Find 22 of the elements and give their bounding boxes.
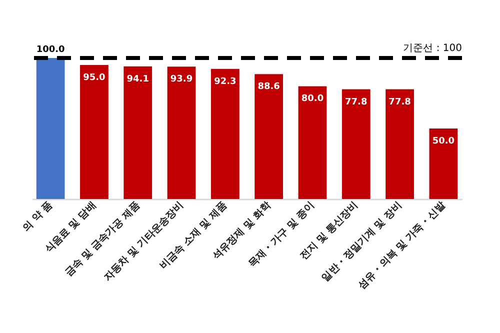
x-tick-label: 의 약 품 (20, 200, 55, 234)
bar (167, 66, 196, 199)
data-label: 80.0 (301, 94, 324, 104)
bar (298, 86, 327, 199)
bar (124, 66, 152, 199)
data-label: 50.0 (432, 136, 455, 146)
bar (386, 89, 414, 199)
data-label: 100.0 (36, 45, 65, 55)
bar (80, 65, 108, 199)
data-label: 77.8 (345, 97, 368, 108)
data-label: 88.6 (258, 82, 280, 92)
data-label: 92.3 (214, 76, 236, 87)
data-label: 93.9 (170, 74, 193, 85)
bar (342, 89, 370, 199)
bar (429, 128, 458, 199)
bar (210, 68, 240, 199)
data-label: 94.1 (126, 74, 149, 84)
ref-line-label: 기준선 : 100 (403, 43, 462, 54)
data-label: 95.0 (83, 73, 106, 84)
data-label: 77.8 (388, 97, 411, 108)
bar (36, 58, 65, 199)
bar (254, 74, 284, 199)
